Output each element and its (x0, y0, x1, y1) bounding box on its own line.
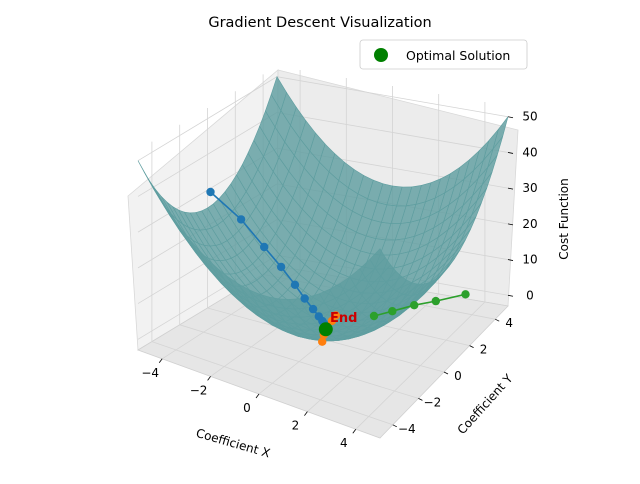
descent-point (370, 312, 378, 320)
y-tick-label: 4 (505, 316, 513, 330)
z-tick-label: 20 (522, 217, 537, 231)
x-tick-label: −2 (190, 383, 208, 397)
legend-label-optimal: Optimal Solution (406, 48, 510, 63)
descent-point (237, 215, 245, 223)
z-tick (508, 117, 513, 118)
descent-point (291, 281, 299, 289)
x-tick-label: −4 (141, 366, 159, 380)
x-tick (159, 359, 162, 363)
descent-point (388, 307, 396, 315)
z-tick-label: 0 (526, 288, 534, 302)
z-tick-label: 10 (522, 253, 537, 267)
descent-point (410, 301, 418, 309)
legend-marker-optimal (374, 48, 388, 62)
x-tick (353, 429, 356, 433)
y-axis-label: Coefficient Y (455, 371, 516, 437)
x-tick (208, 376, 211, 380)
x-tick (256, 394, 259, 398)
x-axis-label: Coefficient X (194, 426, 271, 461)
x-tick-label: 4 (340, 436, 348, 450)
descent-point (318, 338, 326, 346)
descent-point (309, 305, 317, 313)
z-tick-label: 50 (522, 110, 537, 124)
descent-point (277, 263, 285, 271)
descent-point (301, 294, 309, 302)
y-tick-label: −2 (424, 395, 442, 409)
z-axis-label: Cost Function (557, 178, 571, 260)
x-tick (304, 412, 307, 416)
legend: Optimal Solution (360, 40, 527, 69)
y-tick (418, 398, 422, 400)
x-tick-label: 2 (292, 419, 300, 433)
y-tick (444, 372, 448, 374)
y-tick (470, 346, 474, 348)
chart-title: Gradient Descent Visualization (208, 15, 431, 31)
y-tick (495, 319, 499, 321)
descent-point (432, 297, 440, 305)
descent-point (461, 290, 469, 298)
y-tick-label: 0 (454, 369, 462, 383)
optimal-end-label: End (330, 311, 357, 326)
y-tick-label: 2 (480, 343, 488, 357)
z-tick-label: 30 (522, 181, 537, 195)
y-tick (393, 425, 397, 427)
y-tick-label: −4 (398, 422, 416, 436)
descent-point (206, 188, 214, 196)
descent-point (260, 243, 268, 251)
z-tick-label: 40 (522, 145, 537, 159)
x-tick-label: 0 (243, 401, 251, 415)
